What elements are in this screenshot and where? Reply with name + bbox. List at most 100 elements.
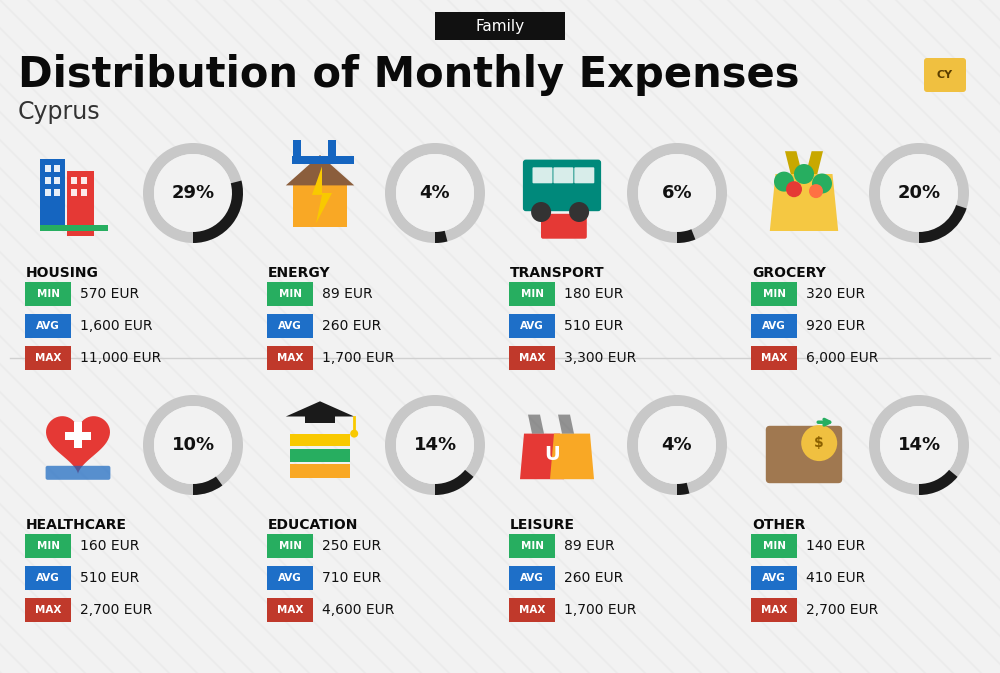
Text: 20%: 20% — [897, 184, 941, 202]
FancyBboxPatch shape — [25, 534, 71, 558]
FancyBboxPatch shape — [328, 140, 336, 156]
FancyBboxPatch shape — [532, 168, 552, 183]
Text: MIN: MIN — [763, 289, 786, 299]
Wedge shape — [869, 395, 969, 495]
Wedge shape — [677, 229, 695, 243]
Text: 3,300 EUR: 3,300 EUR — [564, 351, 636, 365]
Text: ENERGY: ENERGY — [268, 266, 331, 280]
Text: MIN: MIN — [278, 289, 302, 299]
Wedge shape — [385, 395, 485, 495]
Circle shape — [350, 429, 358, 437]
Text: 180 EUR: 180 EUR — [564, 287, 623, 301]
Polygon shape — [286, 155, 354, 185]
Text: 1,700 EUR: 1,700 EUR — [322, 351, 394, 365]
FancyBboxPatch shape — [751, 534, 797, 558]
Circle shape — [638, 406, 716, 484]
FancyBboxPatch shape — [54, 165, 60, 172]
Circle shape — [786, 181, 802, 197]
FancyBboxPatch shape — [509, 282, 555, 306]
Text: Family: Family — [475, 18, 525, 34]
FancyBboxPatch shape — [509, 534, 555, 558]
FancyBboxPatch shape — [766, 426, 842, 483]
Text: MAX: MAX — [761, 353, 787, 363]
Circle shape — [812, 174, 832, 194]
Wedge shape — [627, 143, 727, 243]
Text: MIN: MIN — [36, 289, 60, 299]
Text: AVG: AVG — [520, 573, 544, 583]
Wedge shape — [919, 470, 958, 495]
Text: OTHER: OTHER — [752, 518, 805, 532]
Text: HEALTHCARE: HEALTHCARE — [26, 518, 127, 532]
Text: AVG: AVG — [762, 321, 786, 331]
FancyBboxPatch shape — [290, 464, 350, 478]
Text: 11,000 EUR: 11,000 EUR — [80, 351, 161, 365]
Text: MIN: MIN — [36, 541, 60, 551]
Text: 510 EUR: 510 EUR — [564, 319, 623, 333]
Text: MAX: MAX — [277, 605, 303, 615]
Text: MAX: MAX — [761, 605, 787, 615]
Text: AVG: AVG — [520, 321, 544, 331]
FancyBboxPatch shape — [54, 177, 60, 184]
Text: MIN: MIN — [520, 541, 544, 551]
Wedge shape — [193, 180, 243, 243]
FancyBboxPatch shape — [751, 314, 797, 338]
Text: 2,700 EUR: 2,700 EUR — [806, 603, 878, 617]
Wedge shape — [143, 143, 243, 243]
Text: 4%: 4% — [662, 436, 692, 454]
Text: AVG: AVG — [278, 573, 302, 583]
Polygon shape — [312, 166, 332, 223]
FancyBboxPatch shape — [290, 434, 350, 446]
Polygon shape — [520, 433, 564, 479]
Circle shape — [396, 406, 474, 484]
Text: 160 EUR: 160 EUR — [80, 539, 139, 553]
FancyBboxPatch shape — [80, 177, 87, 184]
FancyBboxPatch shape — [574, 168, 594, 183]
FancyBboxPatch shape — [305, 413, 335, 423]
FancyBboxPatch shape — [293, 185, 347, 227]
FancyBboxPatch shape — [751, 282, 797, 306]
Text: 1,600 EUR: 1,600 EUR — [80, 319, 152, 333]
Circle shape — [396, 154, 474, 232]
Text: 250 EUR: 250 EUR — [322, 539, 381, 553]
FancyBboxPatch shape — [435, 12, 565, 40]
Text: 410 EUR: 410 EUR — [806, 571, 865, 585]
Circle shape — [801, 425, 837, 461]
Wedge shape — [869, 143, 969, 243]
Text: AVG: AVG — [762, 573, 786, 583]
Polygon shape — [528, 415, 544, 433]
Text: MIN: MIN — [520, 289, 544, 299]
Wedge shape — [385, 143, 485, 243]
Wedge shape — [143, 395, 243, 495]
FancyBboxPatch shape — [74, 422, 82, 448]
Text: MAX: MAX — [519, 353, 545, 363]
Text: EDUCATION: EDUCATION — [268, 518, 358, 532]
Text: 1,700 EUR: 1,700 EUR — [564, 603, 636, 617]
FancyBboxPatch shape — [541, 214, 587, 239]
Text: MAX: MAX — [35, 353, 61, 363]
FancyBboxPatch shape — [40, 159, 65, 232]
FancyBboxPatch shape — [70, 177, 76, 184]
Text: Cyprus: Cyprus — [18, 100, 101, 124]
Circle shape — [154, 154, 232, 232]
FancyBboxPatch shape — [292, 156, 354, 164]
FancyBboxPatch shape — [267, 314, 313, 338]
Circle shape — [794, 164, 814, 184]
Wedge shape — [677, 483, 689, 495]
Circle shape — [638, 154, 716, 232]
FancyBboxPatch shape — [509, 346, 555, 370]
Text: MIN: MIN — [278, 541, 302, 551]
Wedge shape — [435, 470, 474, 495]
Text: 4%: 4% — [420, 184, 450, 202]
Wedge shape — [193, 476, 222, 495]
Text: 14%: 14% — [897, 436, 941, 454]
Polygon shape — [558, 415, 574, 433]
FancyBboxPatch shape — [509, 314, 555, 338]
Circle shape — [569, 202, 589, 222]
FancyBboxPatch shape — [46, 466, 110, 480]
Circle shape — [774, 172, 794, 192]
Circle shape — [880, 154, 958, 232]
Text: AVG: AVG — [36, 573, 60, 583]
Text: 260 EUR: 260 EUR — [564, 571, 623, 585]
FancyBboxPatch shape — [290, 449, 350, 462]
FancyBboxPatch shape — [293, 140, 301, 156]
